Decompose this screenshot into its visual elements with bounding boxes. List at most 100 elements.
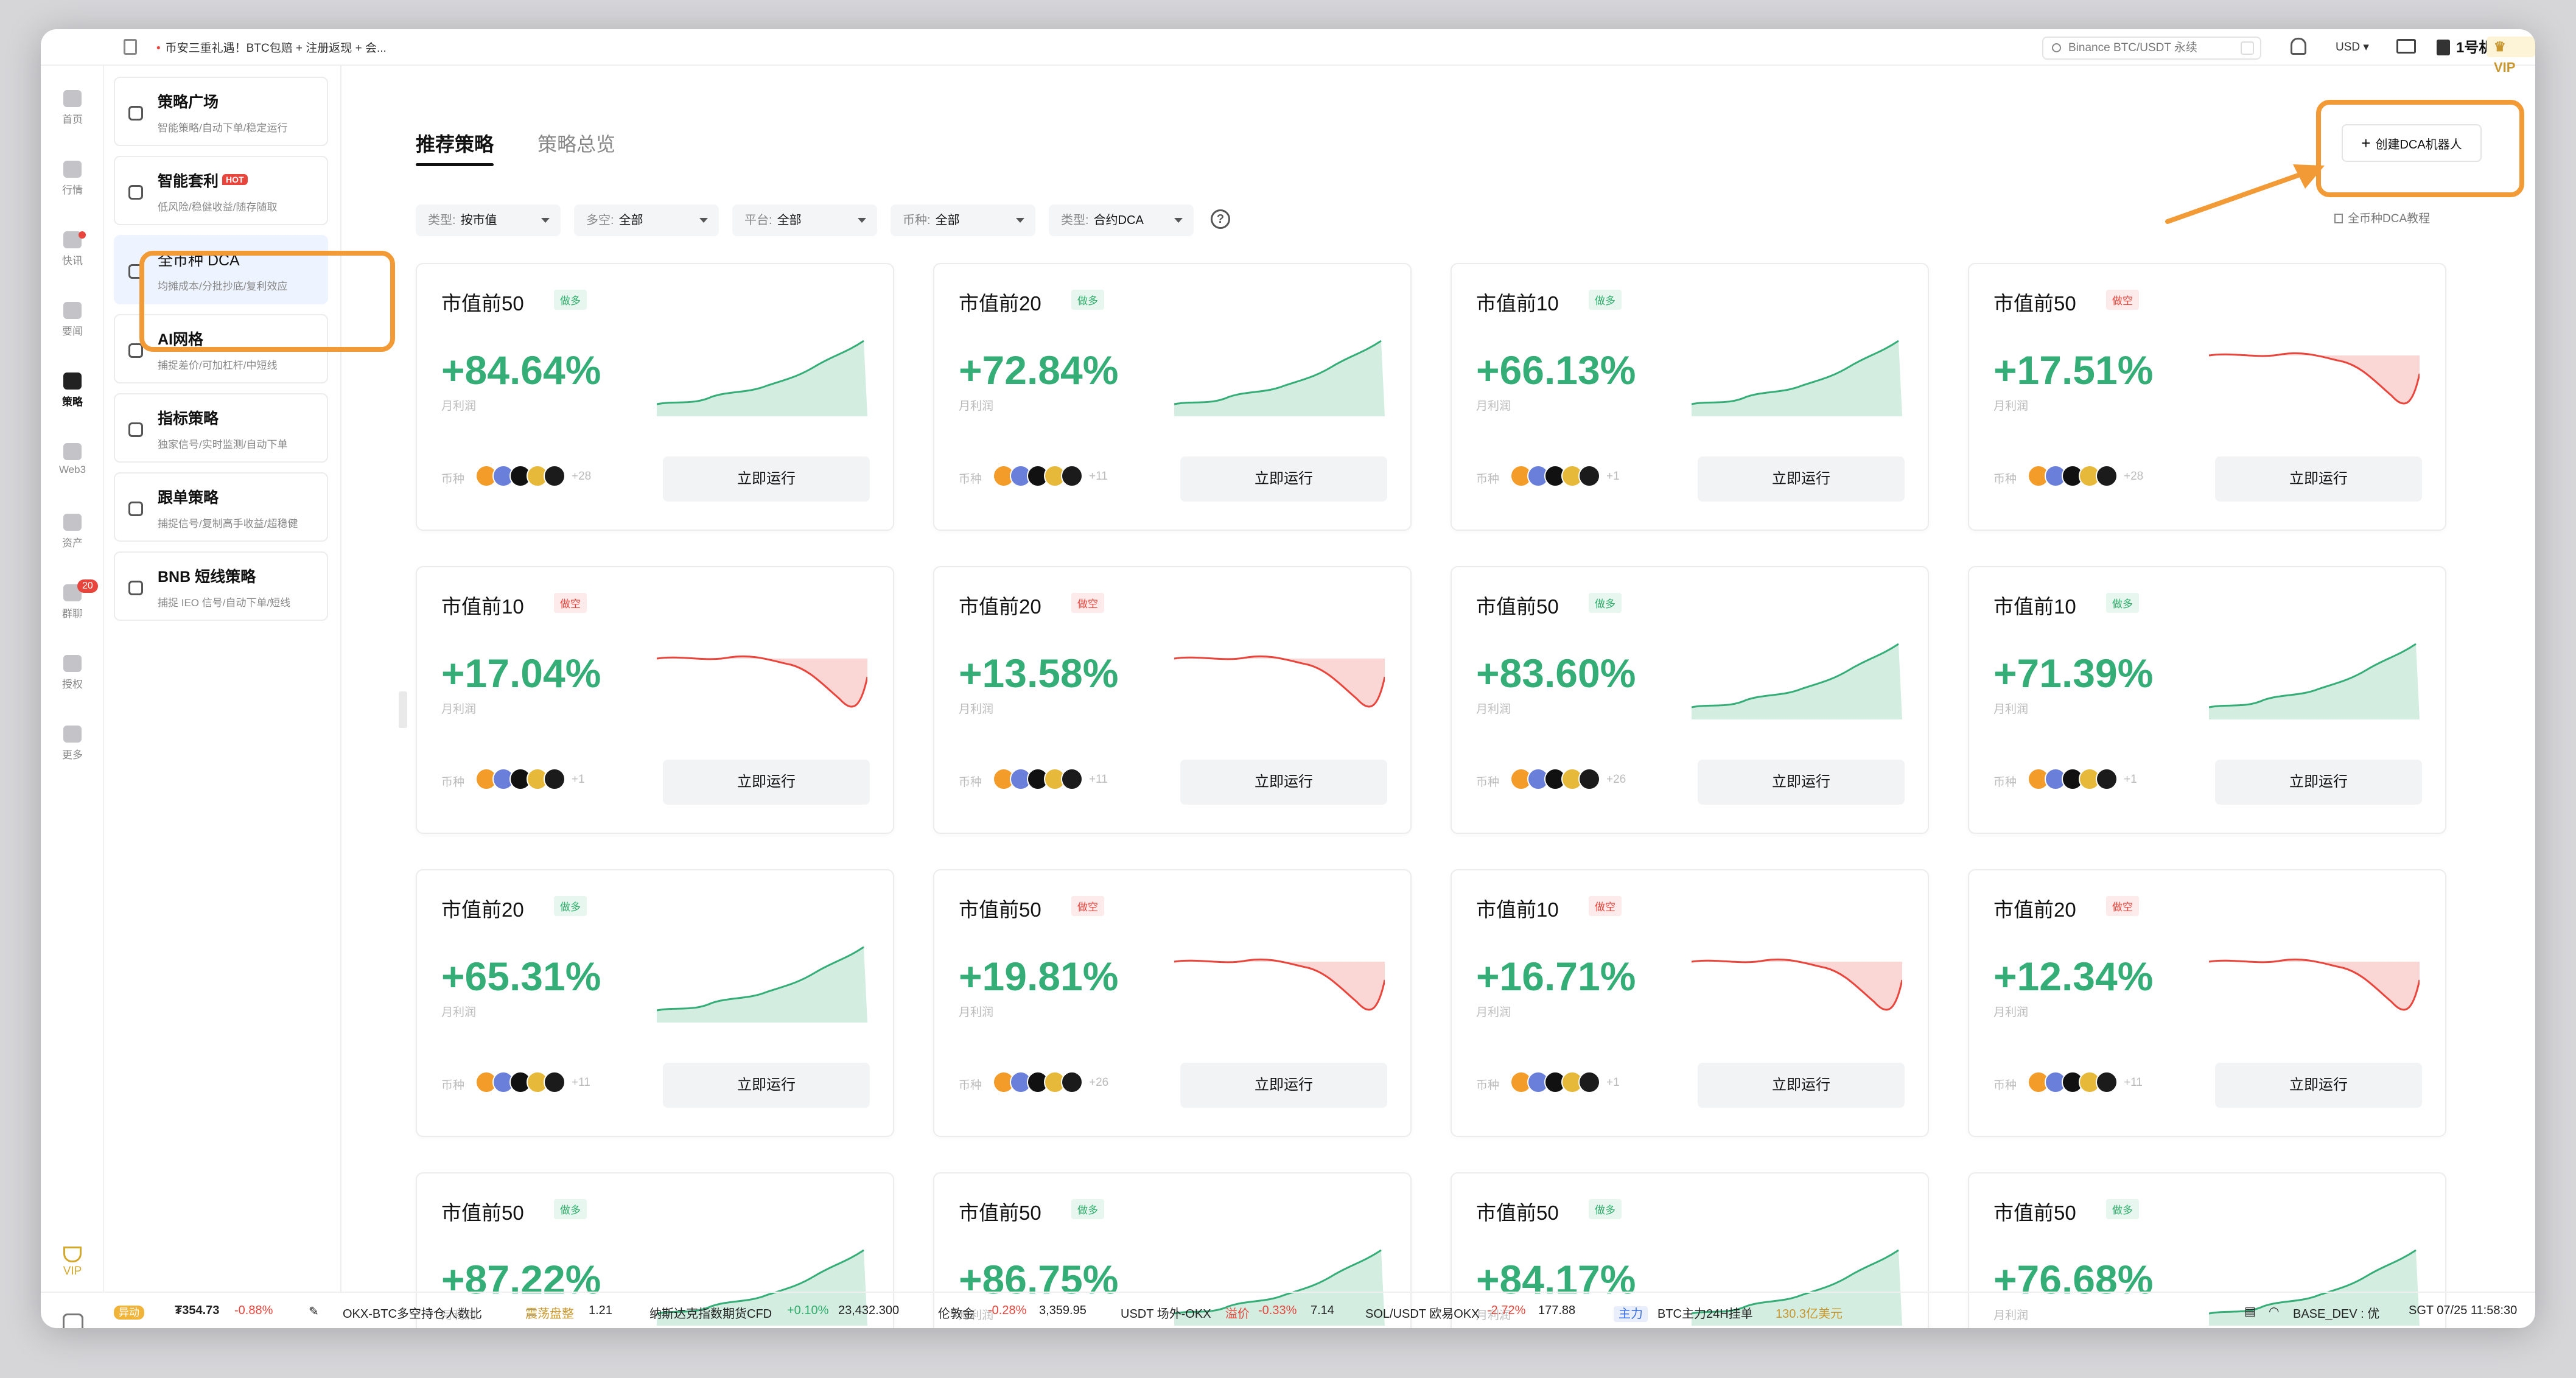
search-input[interactable]: Binance BTC/USDT 永续 (2042, 37, 2261, 60)
ticker-change: -0.28% (988, 1304, 1027, 1317)
account-button[interactable]: 1号机 (2437, 35, 2493, 57)
help-icon[interactable]: ? (1211, 209, 1230, 229)
card-title: 市值前50 (959, 898, 1041, 921)
strategy-card[interactable]: 市值前50 做空 +17.51% 月利润 币种 +28 立即运行 (1968, 263, 2446, 531)
rail-item-flash-news[interactable]: 快讯 (41, 231, 104, 267)
collapse-handle[interactable] (399, 691, 407, 728)
rail-item-strategy[interactable]: 策略 (41, 372, 104, 408)
bnb-icon (128, 581, 143, 595)
filter-coin[interactable]: 币种: 全部 (891, 205, 1035, 236)
currency-select[interactable]: USD ▾ (2336, 41, 2369, 54)
tab-strategy-overview[interactable]: 策略总览 (537, 133, 616, 155)
dca-tutorial-link[interactable]: 全币种DCA教程 (2334, 209, 2430, 226)
ticker-london-gold[interactable]: 伦敦金 (938, 1307, 975, 1321)
run-now-button[interactable]: 立即运行 (1698, 1063, 1905, 1108)
highlight-box-create-button (2316, 100, 2524, 197)
coin-icon (1578, 1071, 1600, 1093)
run-now-button[interactable]: 立即运行 (1698, 760, 1905, 805)
create-dca-bot-button[interactable]: + 创建DCA机器人 (2342, 124, 2482, 162)
coins-label: 币种 (441, 1079, 465, 1092)
run-now-button[interactable]: 立即运行 (1180, 456, 1387, 502)
direction-tag: 做多 (554, 896, 587, 916)
direction-tag: 做空 (1071, 896, 1104, 916)
ticker-btc-main-orders[interactable]: BTC主力24H挂单 (1657, 1307, 1753, 1321)
strategy-card[interactable]: 市值前20 做空 +13.58% 月利润 币种 +11 立即运行 (933, 566, 1412, 834)
chat-count-badge: 20 (77, 579, 98, 593)
rail-item-home[interactable]: 首页 (41, 90, 104, 126)
strategy-card[interactable]: 市值前20 做多 +72.84% 月利润 币种 +11 立即运行 (933, 263, 1412, 531)
ticker-sol-usdt[interactable]: SOL/USDT 欧易OKX (1365, 1307, 1480, 1321)
subnav-item-copy-trading[interactable]: 跟单策略 捕捉信号/复制高手收益/超稳健 (114, 472, 328, 542)
ticker-nasdaq[interactable]: 纳斯达克指数期货CFD (649, 1307, 772, 1321)
sparkline-area (1174, 341, 1385, 416)
ticker-okx-btc-ratio[interactable]: OKX-BTC多空持仓人数比 (343, 1307, 482, 1321)
rail-item-headlines[interactable]: 要闻 (41, 302, 104, 338)
strategy-card[interactable]: 市值前10 做空 +16.71% 月利润 币种 +1 立即运行 (1451, 869, 1929, 1137)
monthly-profit-label: 月利润 (959, 703, 994, 716)
ticker-change: -2.72% (1487, 1304, 1526, 1317)
run-now-button[interactable]: 立即运行 (2215, 1063, 2422, 1108)
run-now-button[interactable]: 立即运行 (2215, 760, 2422, 805)
strategy-card[interactable]: 市值前50 做多 +84.64% 月利润 币种 +28 立即运行 (416, 263, 894, 531)
search-icon (2052, 43, 2061, 52)
keyboard-icon[interactable]: ▤ (2244, 1305, 2256, 1318)
strategy-card[interactable]: 市值前20 做空 +12.34% 月利润 币种 +11 立即运行 (1968, 869, 2446, 1137)
strategy-card[interactable]: 市值前10 做多 +71.39% 月利润 币种 +1 立即运行 (1968, 566, 2446, 834)
chevron-down-icon (699, 218, 708, 223)
bell-icon[interactable] (2291, 38, 2306, 55)
status-anomaly[interactable]: 异动 (114, 1304, 144, 1320)
rail-item-more[interactable]: 更多 (41, 726, 104, 761)
card-title: 市值前10 (1476, 292, 1559, 315)
filter-direction[interactable]: 多空: 全部 (574, 205, 719, 236)
document-icon[interactable] (124, 39, 137, 55)
rail-item-market[interactable]: 行情 (41, 161, 104, 197)
run-now-button[interactable]: 立即运行 (1180, 760, 1387, 805)
sparkline-line (657, 340, 864, 405)
filter-contract-type[interactable]: 类型: 合约DCA (1049, 205, 1194, 236)
announcement-ticker[interactable]: • 币安三重礼遇！BTC包赔 + 注册返现 + 会... (156, 42, 387, 55)
strategy-card[interactable]: 市值前10 做空 +17.04% 月利润 币种 +1 立即运行 (416, 566, 894, 834)
card-title: 市值前50 (1993, 292, 2076, 315)
direction-tag: 做多 (1589, 1199, 1622, 1219)
strategy-card[interactable]: 市值前20 做多 +65.31% 月利润 币种 +11 立即运行 (416, 869, 894, 1137)
run-now-button[interactable]: 立即运行 (663, 1063, 870, 1108)
subnav-item-indicator-strategy[interactable]: 指标策略 独家信号/实时监测/自动下单 (114, 393, 328, 463)
run-now-button[interactable]: 立即运行 (663, 456, 870, 502)
filter-platform[interactable]: 平台: 全部 (732, 205, 877, 236)
filter-type[interactable]: 类型: 按市值 (416, 205, 561, 236)
profit-sparkline (2209, 643, 2420, 719)
run-now-button[interactable]: 立即运行 (1180, 1063, 1387, 1108)
rail-item-chat[interactable]: 20 群聊 (41, 579, 104, 620)
strategy-card[interactable]: 市值前10 做多 +66.13% 月利润 币种 +1 立即运行 (1451, 263, 1929, 531)
monthly-profit-value: +87.22% (441, 1257, 601, 1302)
settings-icon[interactable] (63, 1313, 83, 1328)
vip-badge[interactable]: ♛ VIP (2487, 37, 2535, 75)
subnav-item-smart-arbitrage[interactable]: 智能套利 HOT 低风险/稳健收益/随存随取 (114, 156, 328, 225)
card-title: 市值前50 (1476, 595, 1559, 618)
rail-item-auth[interactable]: 授权 (41, 655, 104, 691)
run-now-button[interactable]: 立即运行 (1698, 456, 1905, 502)
rail-item-assets[interactable]: 资产 (41, 514, 104, 550)
subnav-item-bnb-short-term[interactable]: BNB 短线策略 捕捉 IEO 信号/自动下单/短线 (114, 551, 328, 621)
edit-icon[interactable]: ✎ (309, 1305, 319, 1318)
coin-icon (2062, 1071, 2084, 1093)
sparkline-area (657, 947, 867, 1023)
ticker-usdt-otc[interactable]: USDT 场外-OKX (1121, 1307, 1211, 1321)
monthly-profit-label: 月利润 (1476, 400, 1511, 413)
tab-recommended-strategies[interactable]: 推荐策略 (416, 129, 494, 166)
mail-icon[interactable] (2396, 39, 2416, 54)
robot-icon (128, 106, 143, 121)
subnav-item-ai-grid[interactable]: AI网格 捕捉差价/可加杠杆/中短线 (114, 314, 328, 383)
strategy-card[interactable]: 市值前50 做空 +19.81% 月利润 币种 +26 立即运行 (933, 869, 1412, 1137)
subnav-item-strategy-square[interactable]: 策略广场 智能策略/自动下单/稳定运行 (114, 77, 328, 146)
coins-label: 币种 (1993, 1079, 2017, 1092)
run-now-button[interactable]: 立即运行 (663, 760, 870, 805)
strategy-card[interactable]: 市值前50 做多 +83.60% 月利润 币种 +26 立即运行 (1451, 566, 1929, 834)
rail-item-web3[interactable]: Web3 (41, 443, 104, 476)
rail-item-vip[interactable]: VIP (41, 1247, 104, 1278)
run-now-button[interactable]: 立即运行 (2215, 456, 2422, 502)
